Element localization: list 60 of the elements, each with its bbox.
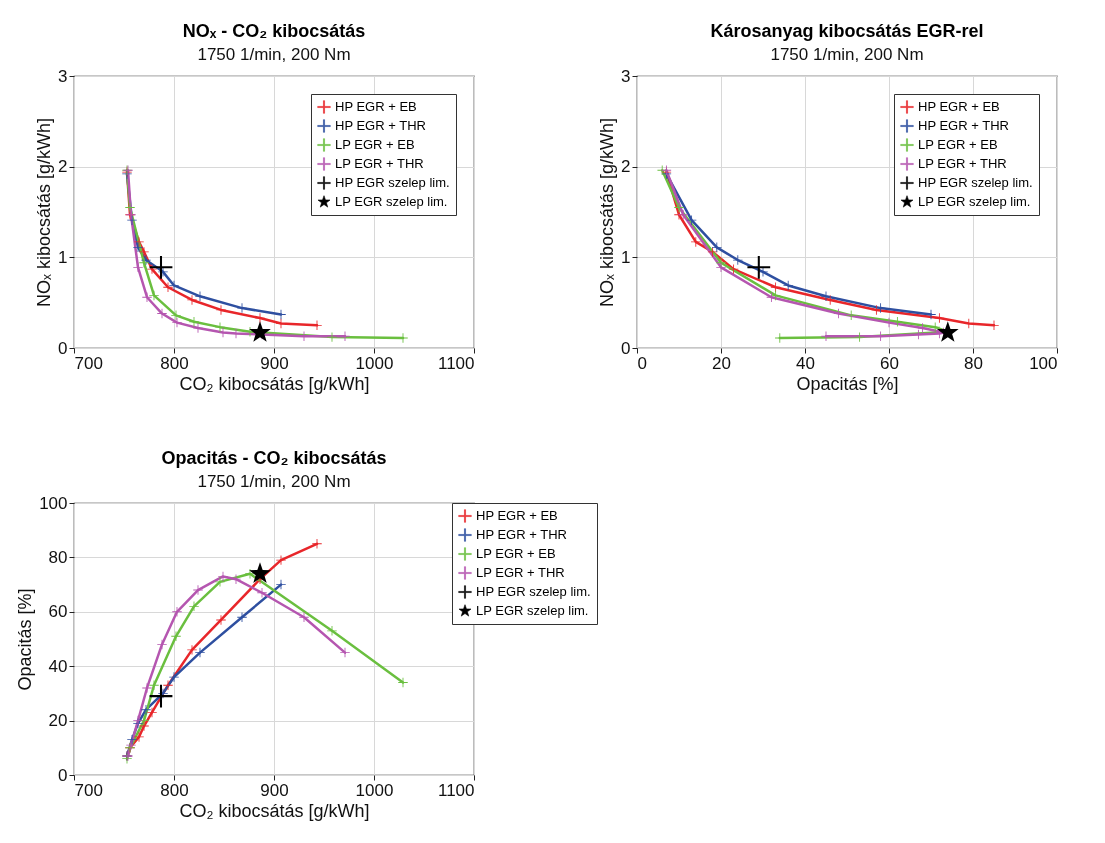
legend-label: HP EGR + THR — [476, 527, 567, 542]
x-axis-title: CO₂ kibocsátás [g/kWh] — [179, 800, 370, 821]
legend-label: HP EGR + EB — [918, 99, 1000, 114]
legend-label: HP EGR szelep lim. — [918, 175, 1033, 190]
chart-title: Károsanyag kibocsátás EGR-rel — [710, 21, 984, 41]
y-tick-label: 60 — [48, 602, 68, 622]
y-axis-title: NOₓ kibocsátás [g/kWh] — [597, 118, 618, 307]
chart-title: Opacitás - CO₂ kibocsátás — [161, 448, 387, 468]
x-axis-title: Opacitás [%] — [796, 373, 899, 394]
legend-label: HP EGR szelep lim. — [476, 584, 591, 599]
x-tick-label: 700 — [74, 780, 103, 800]
legend-label: HP EGR + THR — [335, 118, 426, 133]
chart-subtitle: 1750 1/min, 200 Nm — [197, 472, 351, 491]
y-tick-label: 40 — [48, 656, 68, 676]
y-axis-title: Opacitás [%] — [15, 588, 36, 691]
x-tick-label: 800 — [160, 780, 189, 800]
x-tick-label: 900 — [260, 353, 289, 373]
legend-label: LP EGR + THR — [918, 156, 1007, 171]
legend-label: LP EGR + THR — [335, 156, 424, 171]
legend-label: LP EGR + EB — [335, 137, 415, 152]
x-tick-label: 20 — [712, 353, 731, 373]
y-tick-label: 1 — [621, 247, 631, 267]
y-tick-label: 1 — [58, 247, 68, 267]
y-tick-label: 3 — [621, 66, 631, 86]
y-tick-label: 0 — [58, 338, 68, 358]
x-tick-label: 80 — [964, 353, 983, 373]
x-tick-label: 1100 — [437, 353, 475, 373]
y-tick-label: 20 — [48, 711, 68, 731]
y-tick-label: 100 — [39, 493, 68, 513]
legend-label: LP EGR szelep lim. — [476, 603, 589, 618]
x-tick-label: 1000 — [355, 780, 394, 800]
x-tick-label: 0 — [637, 353, 647, 373]
chart-title: NOₓ - CO₂ kibocsátás — [182, 21, 366, 41]
x-tick-label: 800 — [160, 353, 189, 373]
legend-label: LP EGR + THR — [476, 565, 565, 580]
chart-subtitle: 1750 1/min, 200 Nm — [197, 45, 351, 64]
x-tick-label: 60 — [880, 353, 899, 373]
x-tick-label: 100 — [1029, 353, 1058, 373]
legend-label: HP EGR + THR — [918, 118, 1009, 133]
legend-label: HP EGR + EB — [335, 99, 417, 114]
chart-subtitle: 1750 1/min, 200 Nm — [770, 45, 924, 64]
y-tick-label: 0 — [58, 765, 68, 785]
legend-label: LP EGR + EB — [476, 546, 556, 561]
y-tick-label: 2 — [621, 157, 631, 177]
x-tick-label: 900 — [260, 780, 289, 800]
legend-label: HP EGR + EB — [476, 508, 558, 523]
x-tick-label: 1000 — [355, 353, 394, 373]
x-tick-label: 40 — [796, 353, 815, 373]
y-tick-label: 0 — [621, 338, 631, 358]
y-tick-label: 80 — [48, 547, 68, 567]
y-tick-label: 3 — [58, 66, 68, 86]
y-tick-label: 2 — [58, 157, 68, 177]
legend-label: HP EGR szelep lim. — [335, 175, 450, 190]
x-tick-label: 1100 — [437, 780, 475, 800]
legend-label: LP EGR szelep lim. — [335, 194, 448, 209]
x-tick-label: 700 — [74, 353, 103, 373]
legend-label: LP EGR + EB — [918, 137, 998, 152]
y-axis-title: NOₓ kibocsátás [g/kWh] — [34, 118, 55, 307]
x-axis-title: CO₂ kibocsátás [g/kWh] — [179, 373, 370, 394]
legend-label: LP EGR szelep lim. — [918, 194, 1031, 209]
